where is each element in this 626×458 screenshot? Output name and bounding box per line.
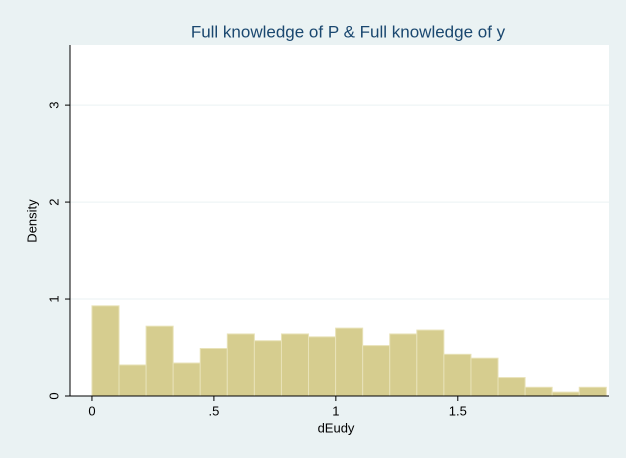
bar	[416, 329, 445, 397]
chart-title: Full knowledge of P & Full knowledge of …	[191, 22, 506, 41]
y-tick-label: 2	[46, 198, 61, 205]
x-axis-label: dEudy	[318, 420, 355, 435]
bar	[308, 336, 337, 397]
y-tick-label: 3	[46, 101, 61, 108]
y-axis-label: Density	[24, 199, 39, 243]
x-tick-label: 1.5	[449, 403, 467, 418]
bar	[389, 333, 418, 397]
bar	[443, 353, 472, 397]
bar	[91, 305, 120, 397]
x-tick-label: .5	[208, 403, 219, 418]
bar	[145, 325, 174, 397]
bar	[253, 340, 282, 397]
bar	[470, 357, 499, 397]
bar	[551, 391, 580, 397]
x-tick-label: 0	[88, 403, 95, 418]
y-tick-label: 0	[46, 392, 61, 399]
y-tick-label: 1	[46, 295, 61, 302]
bar	[199, 347, 228, 397]
bar	[524, 386, 553, 397]
x-tick-label: 1	[332, 403, 339, 418]
bar	[118, 364, 147, 397]
bar	[497, 377, 526, 397]
bar	[578, 386, 607, 397]
bar	[172, 362, 201, 397]
bar	[226, 333, 255, 397]
bar	[362, 345, 391, 397]
bar	[335, 327, 364, 397]
bar	[280, 333, 310, 397]
